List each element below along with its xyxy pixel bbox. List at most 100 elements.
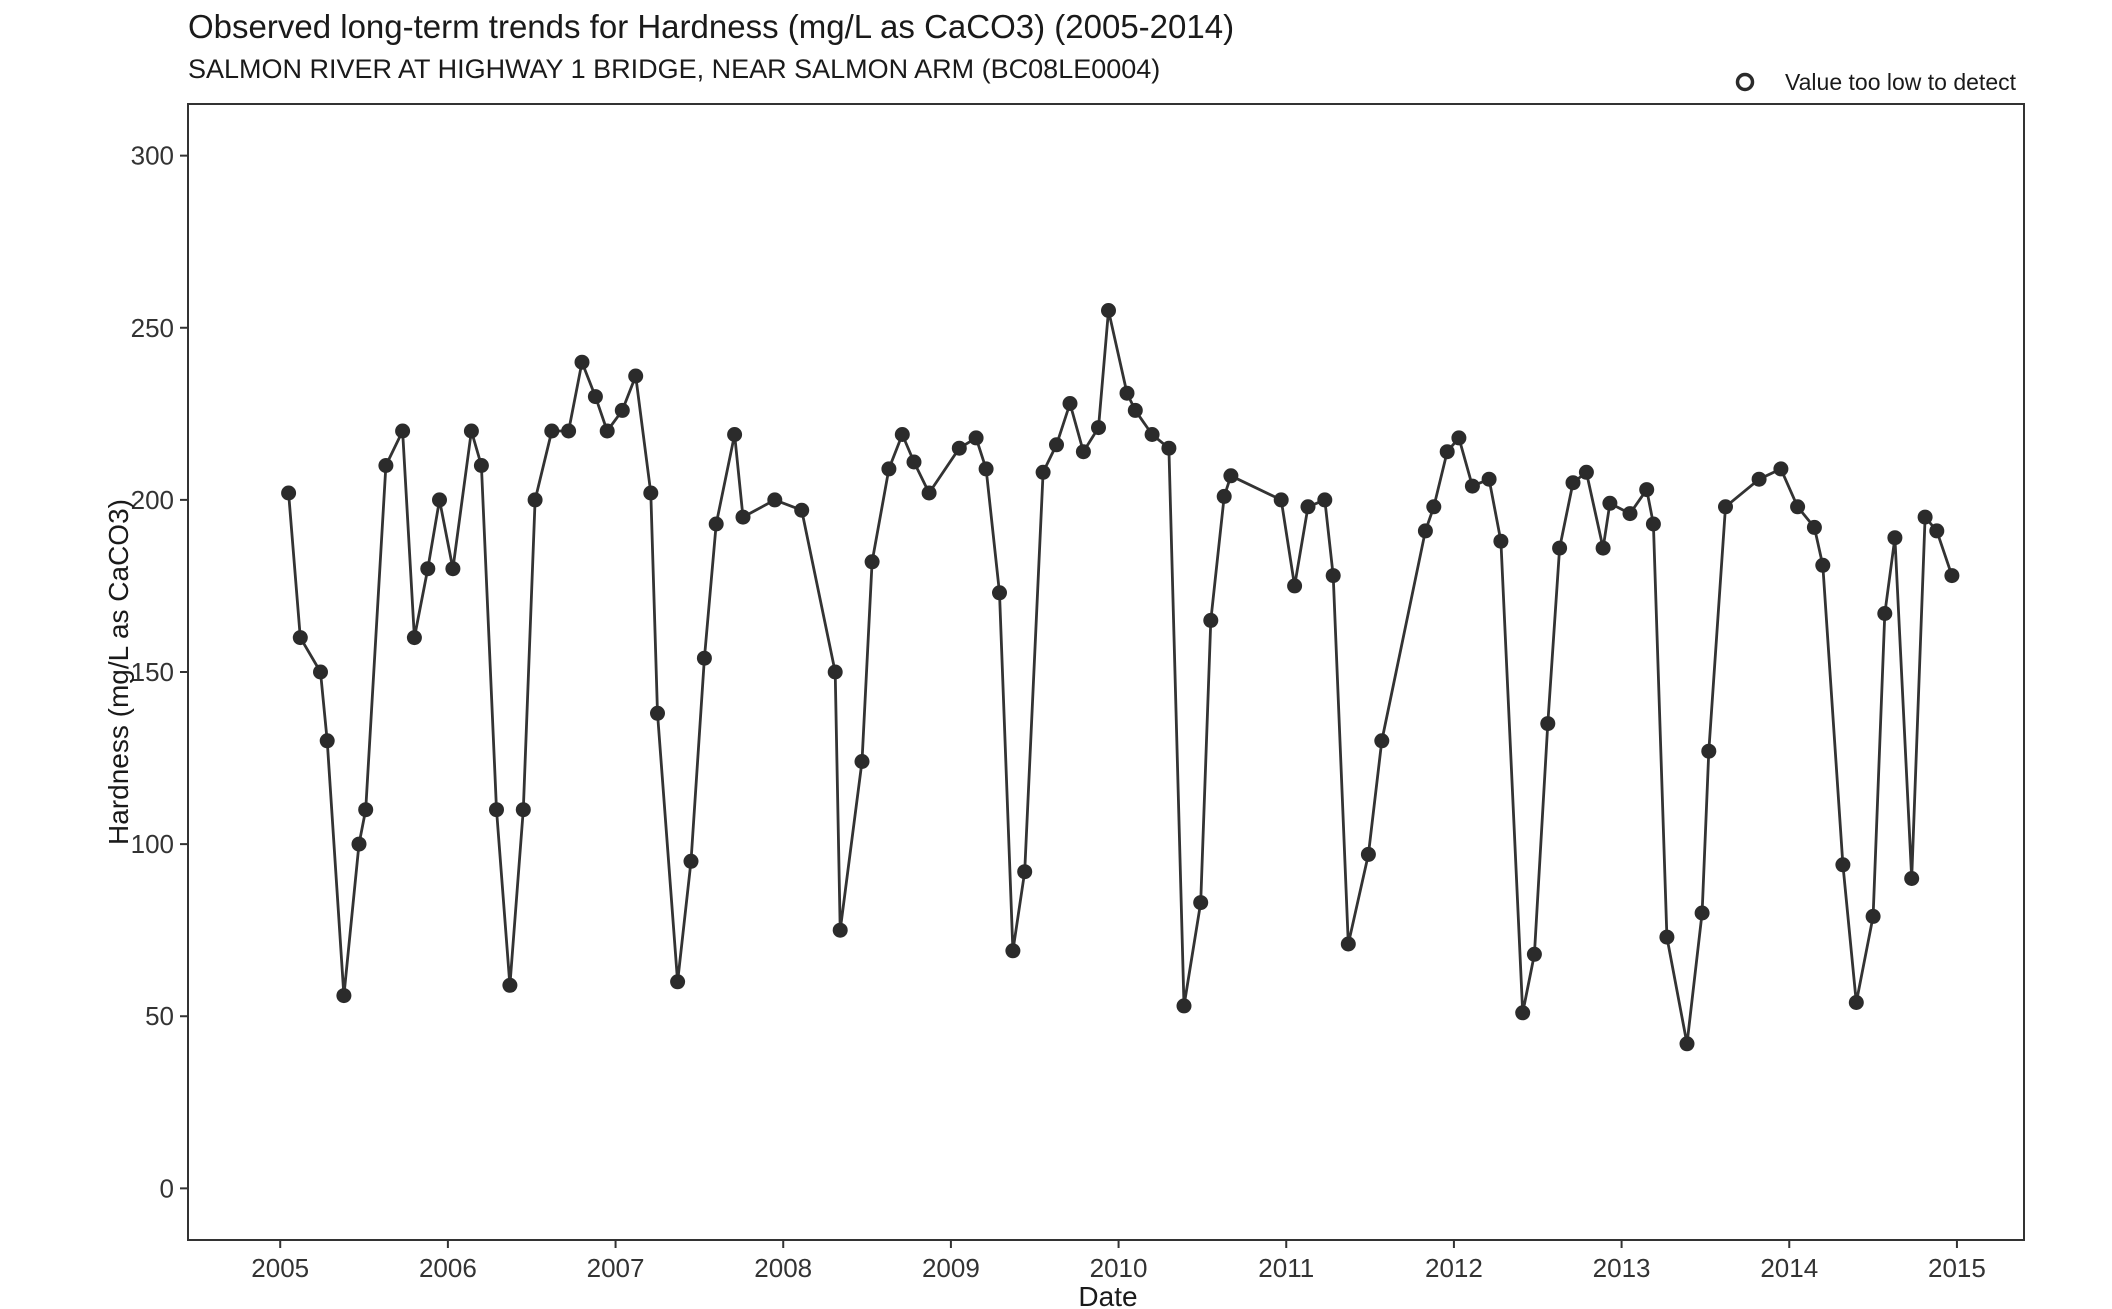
data-point: [735, 509, 751, 525]
data-point: [1360, 846, 1376, 862]
data-point: [1144, 427, 1160, 442]
data-point: [1075, 444, 1091, 460]
x-tick-label: 2011: [1258, 1253, 1314, 1283]
x-tick-label: 2008: [754, 1253, 812, 1283]
data-point: [906, 454, 922, 470]
data-point: [683, 853, 699, 869]
data-point: [406, 630, 422, 646]
data-point: [614, 402, 630, 418]
data-point: [1216, 488, 1232, 504]
data-point: [1017, 864, 1033, 880]
data-point: [544, 423, 560, 439]
plot-frame: [187, 103, 2025, 1241]
data-point: [599, 423, 615, 439]
data-point: [1904, 871, 1920, 886]
x-tick-label: 2012: [1425, 1253, 1483, 1283]
data-point: [1325, 568, 1341, 584]
x-tick-label: 2007: [587, 1253, 645, 1283]
data-point: [1694, 905, 1710, 921]
legend: Value too low to detect: [1735, 69, 2017, 95]
x-tick-label: 2010: [1090, 1253, 1148, 1283]
data-point: [1035, 464, 1051, 480]
x-axis-title: Date: [1078, 1281, 1137, 1309]
data-point: [1944, 568, 1960, 584]
data-point: [281, 485, 297, 501]
data-point: [670, 974, 686, 990]
data-point: [1176, 998, 1192, 1014]
data-point: [1340, 936, 1356, 952]
chart-subtitle: SALMON RIVER AT HIGHWAY 1 BRIDGE, NEAR S…: [188, 54, 1161, 84]
data-point: [1679, 1036, 1695, 1052]
data-point: [1193, 895, 1209, 911]
x-tick-label: 2006: [419, 1253, 477, 1283]
data-point: [1806, 519, 1822, 535]
data-point: [1049, 437, 1064, 453]
data-point: [1300, 499, 1316, 515]
data-point: [1865, 908, 1881, 924]
data-point: [1481, 471, 1497, 487]
data-point: [1426, 499, 1442, 515]
data-point: [1552, 540, 1568, 556]
data-point: [1887, 530, 1903, 546]
data-point: [292, 630, 308, 646]
data-point: [827, 664, 843, 680]
data-point: [358, 802, 374, 818]
data-point: [527, 492, 543, 508]
data-point: [1515, 1005, 1531, 1021]
data-point: [1203, 612, 1219, 628]
data-point: [727, 427, 743, 442]
data-point: [1417, 523, 1433, 539]
data-point: [968, 430, 984, 446]
data-point: [854, 754, 870, 769]
data-point: [336, 988, 352, 1004]
x-tick-label: 2009: [922, 1253, 980, 1283]
data-point: [561, 423, 577, 439]
data-point: [1639, 482, 1655, 498]
data-point: [1622, 506, 1638, 522]
x-axis: 2005 2006 2007 2008 2009 2010 2011 2012 2013 2014…: [251, 1240, 1986, 1283]
data-point: [319, 733, 335, 749]
data-point: [864, 554, 880, 570]
data-point: [1659, 929, 1675, 945]
data-point: [1451, 430, 1467, 446]
data-point: [445, 561, 461, 577]
data-point: [978, 461, 994, 477]
data-point: [1565, 475, 1581, 491]
data-point: [1773, 461, 1789, 477]
y-tick-label: 50: [145, 1001, 174, 1031]
data-point: [794, 502, 810, 518]
data-point: [1374, 733, 1390, 749]
legend-open-circle-icon: [1735, 72, 1755, 92]
data-point: [921, 485, 937, 501]
data-point: [767, 492, 783, 508]
data-point: [1287, 578, 1303, 594]
data-point: [1161, 440, 1177, 456]
data-point: [1317, 492, 1333, 508]
data-point: [1645, 516, 1661, 532]
data-point: [1091, 420, 1106, 436]
data-point: [951, 440, 967, 456]
y-axis-title: Hardness (mg/L as CaCO3): [103, 499, 134, 845]
y-tick-label: 100: [131, 829, 174, 859]
y-axis: 0 50 100 150 200 250 300: [131, 141, 188, 1203]
data-point: [463, 423, 479, 439]
data-point: [832, 922, 848, 938]
chart-title: Observed long-term trends for Hardness (…: [188, 8, 1235, 45]
data-point: [1835, 857, 1851, 873]
y-tick-label: 300: [131, 141, 174, 171]
data-point: [515, 802, 531, 818]
x-tick-label: 2014: [1760, 1253, 1818, 1283]
data-point: [1877, 606, 1893, 621]
data-point: [1101, 303, 1116, 318]
data-point: [1815, 557, 1831, 573]
x-tick-label: 2013: [1593, 1253, 1651, 1283]
data-point: [1790, 499, 1806, 515]
data-point: [351, 836, 367, 852]
legend-label: Value too low to detect: [1785, 69, 2017, 95]
data-point: [420, 561, 436, 577]
data-point: [1917, 509, 1933, 525]
data-point: [881, 461, 897, 477]
data-point: [1493, 533, 1509, 549]
data-point: [1718, 499, 1733, 515]
